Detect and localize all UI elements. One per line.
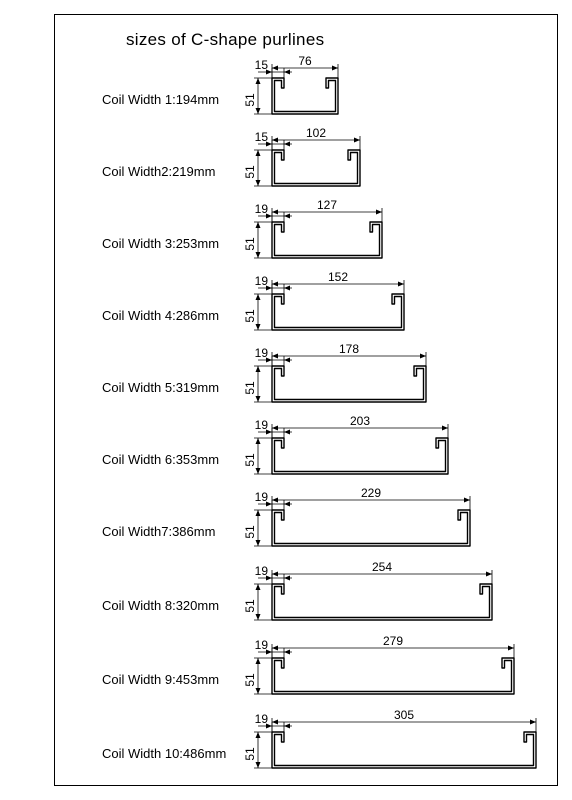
profile-container: 279 19 51 (234, 636, 536, 713)
svg-text:279: 279 (383, 636, 403, 648)
svg-text:51: 51 (243, 237, 257, 251)
c-profile-drawing: 254 19 51 (234, 562, 514, 634)
svg-text:19: 19 (255, 274, 269, 288)
purline-row: Coil Width 8:320mm 254 19 51 (0, 562, 572, 634)
coil-width-label: Coil Width 4:286mm (102, 308, 219, 323)
svg-text:51: 51 (243, 525, 257, 539)
c-profile-drawing: 229 19 51 (234, 488, 492, 560)
svg-text:305: 305 (394, 710, 414, 722)
c-profile-drawing: 203 19 51 (234, 416, 470, 488)
purline-row: Coil Width2:219mm 102 15 51 (0, 128, 572, 200)
coil-width-label: Coil Width2:219mm (102, 164, 215, 179)
profile-container: 152 19 51 (234, 272, 426, 349)
svg-text:19: 19 (255, 638, 269, 652)
purline-row: Coil Width 3:253mm 127 19 51 (0, 200, 572, 272)
svg-text:19: 19 (255, 346, 269, 360)
c-profile-drawing: 152 19 51 (234, 272, 426, 344)
svg-text:15: 15 (255, 130, 269, 144)
svg-text:102: 102 (306, 128, 326, 140)
c-profile-drawing: 279 19 51 (234, 636, 536, 708)
svg-text:51: 51 (243, 309, 257, 323)
svg-text:19: 19 (255, 202, 269, 216)
coil-width-label: Coil Width 6:353mm (102, 452, 219, 467)
profile-container: 305 19 51 (234, 710, 558, 787)
coil-width-label: Coil Width 1:194mm (102, 92, 219, 107)
svg-text:76: 76 (298, 56, 312, 68)
svg-text:51: 51 (243, 747, 257, 761)
purline-row: Coil Width 1:194mm 76 15 51 (0, 56, 572, 128)
purline-row: Coil Width 9:453mm 279 19 51 (0, 636, 572, 708)
c-profile-drawing: 178 19 51 (234, 344, 448, 416)
profile-container: 178 19 51 (234, 344, 448, 421)
profile-container: 229 19 51 (234, 488, 492, 565)
profile-container: 203 19 51 (234, 416, 470, 493)
svg-text:19: 19 (255, 418, 269, 432)
c-profile-drawing: 76 15 51 (234, 56, 360, 128)
page-title: sizes of C-shape purlines (126, 30, 324, 50)
svg-text:51: 51 (243, 453, 257, 467)
coil-width-label: Coil Width 8:320mm (102, 598, 219, 613)
profile-container: 102 15 51 (234, 128, 382, 205)
profile-container: 254 19 51 (234, 562, 514, 639)
purline-row: Coil Width7:386mm 229 19 51 (0, 488, 572, 560)
purline-row: Coil Width 5:319mm 178 19 51 (0, 344, 572, 416)
svg-text:15: 15 (255, 58, 269, 72)
svg-text:19: 19 (255, 564, 269, 578)
c-profile-drawing: 102 15 51 (234, 128, 382, 200)
coil-width-label: Coil Width7:386mm (102, 524, 215, 539)
purline-row: Coil Width 4:286mm 152 19 51 (0, 272, 572, 344)
coil-width-label: Coil Width 3:253mm (102, 236, 219, 251)
profile-container: 76 15 51 (234, 56, 360, 133)
svg-text:51: 51 (243, 599, 257, 613)
svg-text:19: 19 (255, 490, 269, 504)
c-profile-drawing: 127 19 51 (234, 200, 404, 272)
profile-container: 127 19 51 (234, 200, 404, 277)
svg-text:152: 152 (328, 272, 348, 284)
svg-text:229: 229 (361, 488, 381, 500)
c-profile-drawing: 305 19 51 (234, 710, 558, 782)
svg-text:127: 127 (317, 200, 337, 212)
svg-text:178: 178 (339, 344, 359, 356)
purline-row: Coil Width 6:353mm 203 19 51 (0, 416, 572, 488)
svg-text:51: 51 (243, 673, 257, 687)
svg-text:254: 254 (372, 562, 392, 574)
coil-width-label: Coil Width 10:486mm (102, 746, 226, 761)
svg-text:203: 203 (350, 416, 370, 428)
svg-text:51: 51 (243, 93, 257, 107)
purline-row: Coil Width 10:486mm 305 19 51 (0, 710, 572, 782)
svg-text:19: 19 (255, 712, 269, 726)
svg-text:51: 51 (243, 381, 257, 395)
coil-width-label: Coil Width 5:319mm (102, 380, 219, 395)
svg-text:51: 51 (243, 165, 257, 179)
coil-width-label: Coil Width 9:453mm (102, 672, 219, 687)
